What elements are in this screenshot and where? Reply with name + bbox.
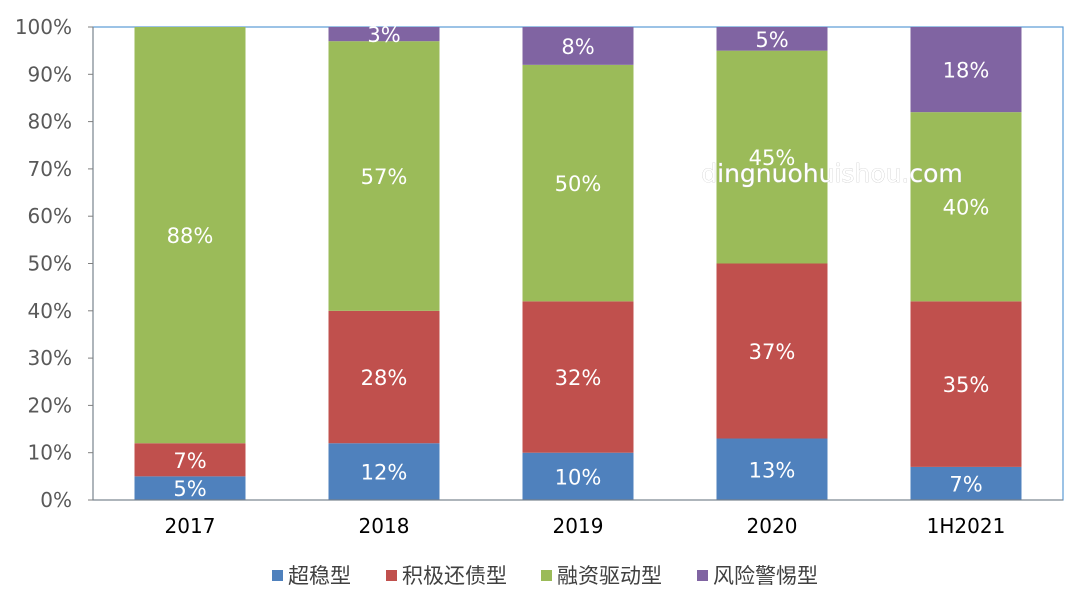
bar-segment <box>522 64 634 302</box>
bar-segment <box>134 27 246 444</box>
legend-label: 超稳型 <box>288 564 351 588</box>
bar-segment <box>910 27 1022 113</box>
legend-swatch <box>386 570 397 581</box>
data-label: 10% <box>555 465 602 489</box>
bar-segment <box>910 466 1022 500</box>
x-tick-label: 2019 <box>553 514 604 538</box>
data-label: 88% <box>167 224 214 248</box>
bar-segment <box>716 50 828 264</box>
data-label: 50% <box>555 172 602 196</box>
data-label: 37% <box>749 340 796 364</box>
legend-swatch <box>272 570 283 581</box>
y-tick-label: 30% <box>28 346 72 370</box>
y-tick-label: 90% <box>28 62 72 86</box>
legend-label: 风险警惕型 <box>713 564 818 588</box>
data-label: 32% <box>555 366 602 390</box>
bar-segment <box>328 310 440 444</box>
bar-segment <box>134 443 246 477</box>
data-label: 7% <box>949 472 982 496</box>
legend-swatch <box>697 570 708 581</box>
bar-segment <box>328 41 440 311</box>
legend-swatch <box>541 570 552 581</box>
x-tick-label: 2018 <box>359 514 410 538</box>
bar-segment <box>522 452 634 500</box>
data-label: 40% <box>943 196 990 220</box>
data-label: 3% <box>367 23 400 47</box>
x-tick-label: 1H2021 <box>927 514 1006 538</box>
bar-segment <box>522 301 634 453</box>
data-label: 5% <box>755 28 788 52</box>
data-label: 8% <box>561 35 594 59</box>
bar-segment <box>522 27 634 65</box>
data-label: 7% <box>173 449 206 473</box>
data-label: 35% <box>943 373 990 397</box>
y-tick-label: 80% <box>28 110 72 134</box>
legend-label: 积极还债型 <box>402 564 507 588</box>
y-tick-label: 100% <box>15 15 72 39</box>
y-tick-label: 0% <box>40 488 72 512</box>
legend: 超稳型 积极还债型 融资驱动型 风险警惕型 <box>272 564 818 588</box>
bar-segment <box>134 476 246 500</box>
y-tick-label: 10% <box>28 441 72 465</box>
bars: 5% 7% 88% 12% 28% 57% 3% 10% 32% 50% 8% 13% 37% 45% 5%… <box>134 23 1022 501</box>
y-tick-label: 70% <box>28 157 72 181</box>
data-label: 45% <box>749 146 796 170</box>
x-tick-label: 2017 <box>165 514 216 538</box>
data-label: 12% <box>361 461 408 485</box>
bar-segment <box>910 112 1022 302</box>
bar-segment <box>716 27 828 51</box>
y-tick-label: 20% <box>28 393 72 417</box>
y-tick-label: 40% <box>28 299 72 323</box>
x-axis: 2017 2018 2019 2020 1H2021 <box>93 499 1063 538</box>
data-label: 5% <box>173 477 206 501</box>
x-tick-label: 2020 <box>747 514 798 538</box>
data-label: 18% <box>943 59 990 83</box>
legend-label: 融资驱动型 <box>557 564 662 588</box>
bar-segment <box>328 443 440 500</box>
data-label: 13% <box>749 458 796 482</box>
bar-segment <box>328 27 440 42</box>
bar-segment <box>716 438 828 500</box>
data-label: 28% <box>361 366 408 390</box>
data-label: 57% <box>361 165 408 189</box>
y-tick-label: 60% <box>28 204 72 228</box>
y-axis: 0% 10% 20% 30% 40% 50% 60% 70% 80% 90% 100% <box>15 15 94 512</box>
bar-segment <box>716 263 828 439</box>
watermark-text: dingnuohuishou.com <box>701 159 963 188</box>
bar-segment <box>910 301 1022 467</box>
y-tick-label: 50% <box>28 252 72 276</box>
